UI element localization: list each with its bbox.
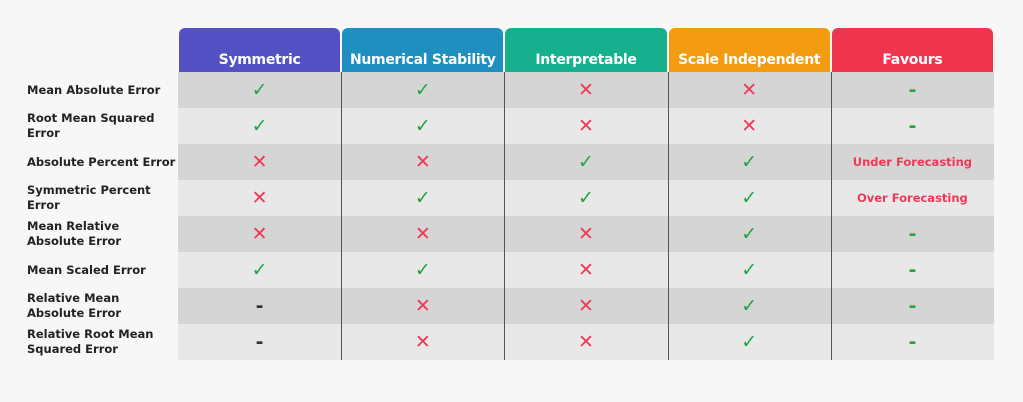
column-header: Favours bbox=[831, 28, 993, 72]
cell: ✕ bbox=[578, 259, 594, 281]
cell: ✕ bbox=[578, 331, 594, 353]
column-header: Scale Independent bbox=[668, 28, 830, 72]
cell: ✓ bbox=[414, 187, 431, 209]
row-background bbox=[178, 216, 994, 252]
cell: ✕ bbox=[414, 331, 431, 353]
cell: - bbox=[908, 331, 917, 353]
column-separator bbox=[830, 72, 832, 360]
cell: - bbox=[908, 79, 917, 101]
column-separator bbox=[341, 72, 343, 360]
cell: ✓ bbox=[741, 259, 758, 281]
row-label: Mean Relative Absolute Error bbox=[27, 219, 122, 248]
cell: ✕ bbox=[414, 151, 431, 173]
cell: ✕ bbox=[414, 223, 431, 245]
row-label: Symmetric Percent Error bbox=[27, 183, 151, 212]
cell: ✓ bbox=[741, 187, 758, 209]
cell: ✕ bbox=[578, 115, 594, 137]
cell: - bbox=[908, 223, 917, 245]
row-label: Mean Absolute Error bbox=[27, 82, 161, 97]
cell: ✓ bbox=[578, 187, 594, 209]
cell: ✕ bbox=[578, 223, 594, 245]
cell: - bbox=[908, 115, 917, 137]
cell: ✕ bbox=[578, 295, 594, 317]
row-background bbox=[178, 180, 994, 216]
cell: ✕ bbox=[578, 79, 594, 101]
cell: ✕ bbox=[251, 187, 268, 209]
cell: ✓ bbox=[414, 115, 431, 137]
cell: ✓ bbox=[414, 259, 431, 281]
row-label: Absolute Percent Error bbox=[27, 154, 176, 169]
cell: ✓ bbox=[741, 223, 758, 245]
cell: Over Forecasting bbox=[856, 191, 968, 205]
cell: ✕ bbox=[251, 151, 268, 173]
cell: ✓ bbox=[578, 151, 594, 173]
cell: ✕ bbox=[414, 295, 431, 317]
row-background bbox=[178, 288, 994, 324]
row-background bbox=[178, 324, 994, 360]
cell: ✓ bbox=[741, 151, 758, 173]
cell: - bbox=[908, 259, 917, 281]
row-label: Root Mean Squared Error bbox=[27, 111, 155, 140]
column-header: Symmetric bbox=[179, 28, 341, 72]
cell: ✓ bbox=[414, 79, 431, 101]
cell: ✓ bbox=[251, 259, 268, 281]
cell: - bbox=[908, 295, 917, 317]
row-label: Mean Scaled Error bbox=[27, 262, 146, 277]
cell: Under Forecasting bbox=[852, 155, 973, 169]
row-background bbox=[178, 72, 994, 108]
cell: ✓ bbox=[251, 79, 268, 101]
row-background bbox=[178, 108, 994, 144]
row-background bbox=[178, 252, 994, 288]
column-separator bbox=[667, 72, 669, 360]
row-label: Relative Root Mean Squared Error bbox=[27, 327, 154, 356]
column-separator bbox=[504, 72, 506, 360]
cell: ✕ bbox=[251, 223, 268, 245]
cell: - bbox=[255, 331, 264, 353]
column-header: Numerical Stability bbox=[342, 28, 504, 72]
cell: ✕ bbox=[741, 79, 758, 101]
cell: ✕ bbox=[741, 115, 758, 137]
row-background bbox=[178, 144, 994, 180]
cell: ✓ bbox=[251, 115, 268, 137]
cell: - bbox=[255, 295, 264, 317]
column-header: Interpretable bbox=[505, 28, 667, 72]
row-label: Relative Mean Absolute Error bbox=[27, 291, 122, 320]
cell: ✓ bbox=[741, 295, 758, 317]
cell: ✓ bbox=[741, 331, 758, 353]
